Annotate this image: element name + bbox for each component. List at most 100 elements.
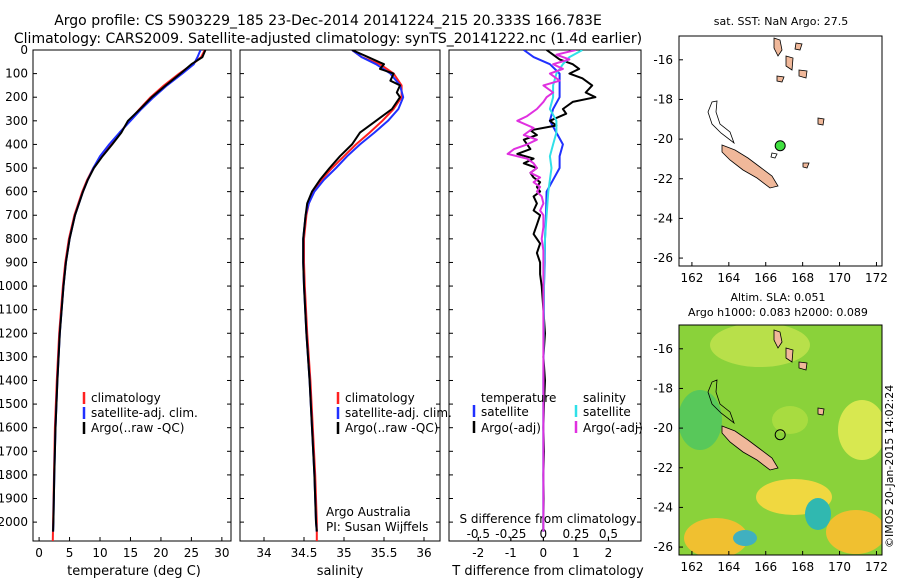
x-tick-label: 36: [416, 546, 431, 560]
sst-map-axis-ticks: 162 164 166 168 170 172 -16 -18 -20 -22 -24 -26: [653, 53, 888, 285]
map-y-tick-label: -20: [653, 132, 673, 146]
legend-heading-salinity: salinity: [583, 391, 626, 405]
map-x-tick-label: 164: [717, 560, 740, 574]
map-y-tick-label: -24: [653, 211, 673, 225]
depth-tick-label: 200: [5, 90, 28, 104]
depth-axis-ticks: 0 100 200 300 400 500 600 700 800 900 1000 1100 1200…: [0, 43, 641, 529]
temperature-xlabel: temperature (deg C): [67, 564, 201, 579]
depth-tick-label: 2000: [0, 515, 28, 529]
legend-label: satellite-adj. clim.: [91, 406, 198, 420]
depth-tick-label: 400: [5, 137, 28, 151]
x-tick-label: 0: [540, 527, 548, 541]
island: [773, 37, 783, 57]
legend-label: climatology: [345, 391, 415, 405]
map-y-tick-label: -18: [653, 92, 673, 106]
temperature-panel-frame: [32, 49, 232, 542]
temperature-axis-ticks: 0 5 10 15 20 25 30: [35, 537, 230, 560]
map-y-tick-label: -20: [653, 421, 673, 435]
coastline-outline: [707, 100, 735, 145]
depth-tick-label: 1700: [0, 444, 28, 458]
map-x-tick-label: 166: [754, 271, 777, 285]
map-x-tick-label: 168: [791, 271, 814, 285]
x-tick-label: 20: [153, 546, 168, 560]
map-y-tick-label: -26: [653, 540, 673, 554]
difference-panel-frame: [448, 49, 642, 542]
legend-label: Argo(-adj): [583, 421, 643, 435]
x-tick-label: -1: [505, 546, 517, 560]
depth-tick-label: 100: [5, 67, 28, 81]
map-x-tick-label: 168: [791, 560, 814, 574]
island-outline: [770, 152, 778, 159]
series-line-argo: [52, 50, 207, 532]
map-y-tick-label: -22: [653, 461, 673, 475]
depth-tick-label: 0: [20, 43, 28, 57]
island: [785, 55, 794, 71]
depth-tick-label: 1500: [0, 397, 28, 411]
sla-blob: [826, 510, 882, 554]
depth-tick-label: 1300: [0, 350, 28, 364]
salinity-axis-ticks: 34 34.5 35 35.5 36: [256, 537, 432, 560]
series-line-s-argo: [506, 50, 577, 532]
sla-map-field: [679, 325, 882, 555]
map-y-tick-label: -18: [653, 381, 673, 395]
depth-tick-label: 1100: [0, 303, 28, 317]
coastline-outline: [707, 379, 735, 425]
map-x-tick-label: 164: [717, 271, 740, 285]
island: [802, 162, 810, 169]
argo-position-marker: [774, 429, 786, 441]
legend-label: Argo(..raw -QC): [91, 421, 184, 435]
island: [785, 347, 794, 363]
s-difference-axis-ticks: -0.5 -0.25 0 0.25 0.5: [467, 527, 618, 541]
depth-tick-label: 300: [5, 114, 28, 128]
x-tick-label: 5: [66, 546, 74, 560]
argo-position-marker: [774, 140, 786, 152]
salinity-legend: climatology satellite-adj. clim. Argo(..…: [336, 391, 452, 435]
legend-label: satellite: [583, 405, 631, 419]
x-tick-label: 0: [35, 546, 43, 560]
x-tick-label: 34: [256, 546, 271, 560]
depth-tick-label: 900: [5, 255, 28, 269]
x-tick-label: -0.25: [495, 527, 526, 541]
depth-tick-label: 1900: [0, 492, 28, 506]
map-x-tick-label: 172: [865, 271, 888, 285]
x-tick-label: 30: [214, 546, 229, 560]
salinity-xlabel: salinity: [317, 564, 364, 579]
map-y-tick-label: -16: [653, 53, 673, 67]
difference-xlabel-top: S difference from climatology: [460, 512, 637, 526]
sla-blob: [772, 406, 808, 434]
depth-tick-label: 1400: [0, 373, 28, 387]
figure-title-line2: Climatology: CARS2009. Satellite-adjuste…: [14, 31, 642, 47]
x-tick-label: 0: [540, 546, 548, 560]
difference-series: [506, 50, 597, 532]
depth-tick-label: 1800: [0, 468, 28, 482]
salinity-panel-frame: [239, 49, 441, 542]
x-tick-label: 15: [123, 546, 138, 560]
sla-map-title-line1: Altim. SLA: 0.051: [730, 291, 825, 304]
map-x-tick-label: 162: [680, 560, 703, 574]
x-tick-label: 10: [92, 546, 107, 560]
temperature-legend: climatology satellite-adj. clim. Argo(..…: [82, 391, 198, 435]
map-y-tick-label: -24: [653, 500, 673, 514]
island: [817, 117, 825, 126]
x-tick-label: 35.5: [371, 546, 398, 560]
island: [773, 329, 783, 349]
sst-map-title: sat. SST: NaN Argo: 27.5: [714, 15, 848, 28]
island: [817, 407, 825, 416]
island: [794, 42, 803, 51]
series-line-climatology: [303, 50, 403, 541]
sla-blob: [838, 400, 882, 460]
series-line-satellite: [302, 50, 405, 532]
island: [798, 361, 808, 371]
x-tick-label: 2: [605, 546, 613, 560]
x-tick-label: 1: [572, 546, 580, 560]
map-y-tick-label: -22: [653, 172, 673, 186]
sla-map-frame: [678, 324, 883, 556]
sla-blob: [805, 498, 831, 530]
difference-legend: temperature satellite Argo(-adj) salinit…: [472, 391, 643, 435]
x-tick-label: 0.5: [599, 527, 618, 541]
map-x-tick-label: 166: [754, 560, 777, 574]
map-y-tick-label: -26: [653, 251, 673, 265]
sla-map-axis-ticks: 162 164 166 168 170 172 -16 -18 -20 -22 -24 -26: [653, 342, 888, 574]
x-tick-label: 34.5: [291, 546, 318, 560]
imos-stamp: ©IMOS 20-Jan-2015 14:02:24: [883, 385, 896, 548]
